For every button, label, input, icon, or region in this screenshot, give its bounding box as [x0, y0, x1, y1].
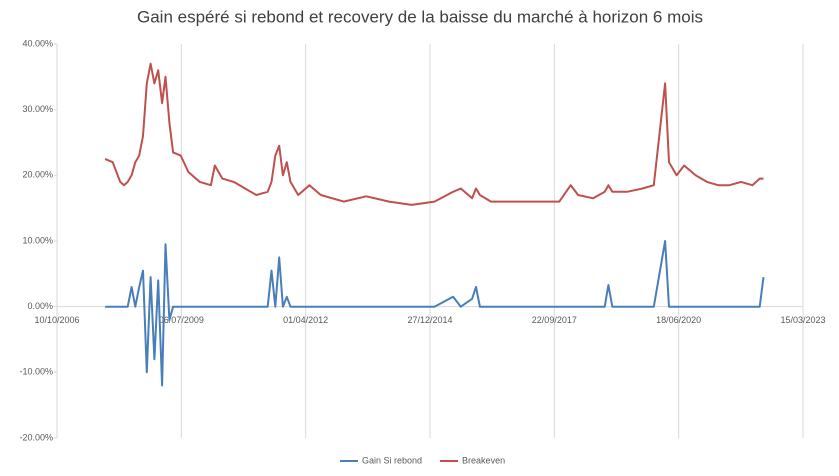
chart-title: Gain espéré si rebond et recovery de la … — [137, 7, 703, 26]
x-tick-label: 15/03/2023 — [780, 315, 825, 325]
y-tick-label: -20.00% — [19, 432, 53, 442]
y-tick-label: -10.00% — [19, 367, 53, 377]
x-tick-label: 18/06/2020 — [656, 315, 701, 325]
x-tick-label: 10/10/2006 — [34, 315, 79, 325]
series-line — [105, 240, 765, 387]
x-tick-label: 01/04/2012 — [283, 315, 328, 325]
x-tick-label: 22/09/2017 — [532, 315, 577, 325]
y-tick-label: 40.00% — [22, 38, 53, 48]
y-tick-label: 0.00% — [27, 301, 53, 311]
x-tick-label: 27/12/2014 — [407, 315, 452, 325]
y-tick-label: 10.00% — [22, 235, 53, 245]
series-line — [104, 62, 764, 206]
legend-label: Gain Si rebond — [362, 455, 422, 465]
y-tick-label: 20.00% — [22, 170, 53, 180]
legend-label: Breakeven — [462, 455, 505, 465]
x-tick-label: 06/07/2009 — [159, 315, 204, 325]
y-tick-label: 30.00% — [22, 104, 53, 114]
